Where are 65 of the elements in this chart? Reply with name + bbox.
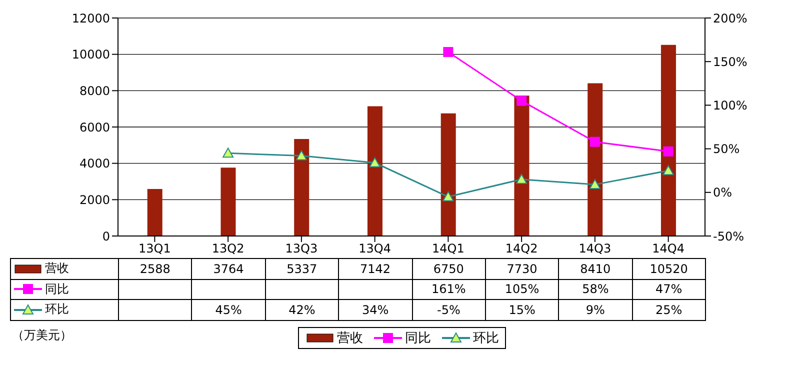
bar <box>147 188 162 236</box>
data-label: 6750 <box>412 258 486 279</box>
y2-tick-label: 100% <box>713 98 748 112</box>
y2-tick-label: 150% <box>713 54 748 69</box>
data-label: 7142 <box>338 258 412 279</box>
x-tick-label: 13Q1 <box>138 242 171 256</box>
data-label: 7730 <box>485 258 559 279</box>
data-label: 34% <box>338 300 412 320</box>
y2-tick-label: 50% <box>713 142 740 156</box>
legend-label: 环比 <box>472 330 499 346</box>
data-label: 58% <box>558 279 632 300</box>
data-label: -5% <box>412 300 486 320</box>
data-label: 2588 <box>118 258 192 279</box>
x-tick-label: 14Q3 <box>578 242 612 256</box>
data-label: 5337 <box>265 258 339 279</box>
data-label: 3764 <box>192 258 266 279</box>
point <box>369 157 380 168</box>
data-label: 45% <box>192 300 266 320</box>
point <box>516 174 528 184</box>
data-label: 8410 <box>558 258 632 279</box>
y-tick-label: 4000 <box>79 156 110 171</box>
x-tick-label: 13Q3 <box>285 242 318 256</box>
point <box>663 146 674 156</box>
data-label: 25% <box>632 300 706 320</box>
data-label: 47% <box>632 279 706 300</box>
data-label: 10520 <box>632 258 706 279</box>
y2-tick-label: 0% <box>713 186 732 200</box>
y-tick-label: 8000 <box>79 84 110 98</box>
text: 同比 <box>45 282 69 296</box>
data-label: 9% <box>558 300 632 320</box>
data-label: 15% <box>485 300 559 320</box>
y-tick-label: 6000 <box>79 120 110 134</box>
point <box>589 179 600 190</box>
point <box>516 96 527 106</box>
data-label: 42% <box>265 300 339 320</box>
x-tick-label: 13Q2 <box>212 242 244 256</box>
data-label: 161% <box>412 279 486 300</box>
bar <box>514 96 530 236</box>
bar <box>660 44 676 236</box>
x-tick-label: 13Q4 <box>358 242 391 256</box>
legend-label: 营收 <box>44 260 69 277</box>
bar <box>294 139 310 236</box>
point <box>442 191 454 202</box>
legend-label: 同比 <box>404 330 431 346</box>
text: 营收 <box>337 330 363 346</box>
text: （万美元） <box>12 326 73 344</box>
x-tick-label: 14Q2 <box>505 242 538 256</box>
point <box>222 148 234 158</box>
bar <box>220 168 236 236</box>
y2-tick-label: 200% <box>713 11 748 26</box>
y-tick-label: 2000 <box>79 192 110 207</box>
y-tick-label: 0 <box>102 229 110 244</box>
y-tick-label: 12000 <box>72 11 110 26</box>
data-label: 105% <box>485 279 559 300</box>
text: 环比 <box>45 302 69 316</box>
point <box>662 165 674 176</box>
bar <box>440 113 456 236</box>
x-tick-label: 14Q4 <box>652 242 684 256</box>
point <box>590 136 600 147</box>
x-tick-label: 14Q1 <box>432 242 464 256</box>
bar <box>367 106 382 236</box>
point <box>296 150 307 160</box>
y2-tick-label: -50% <box>713 229 744 244</box>
point <box>443 47 454 58</box>
y-tick-label: 10000 <box>72 48 110 62</box>
